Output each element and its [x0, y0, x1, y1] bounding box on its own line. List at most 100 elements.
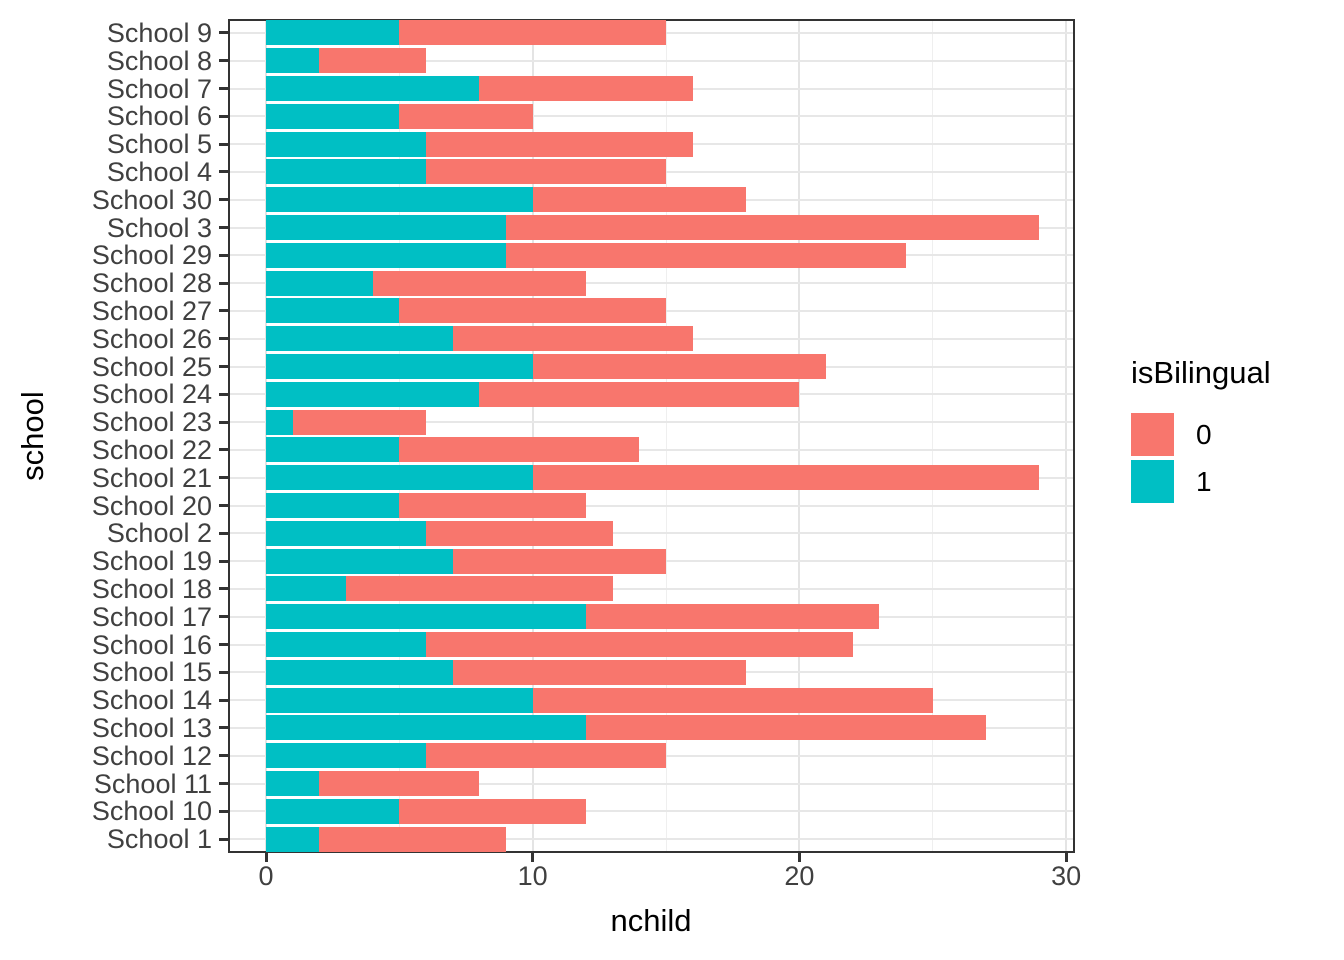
x-major-gridline	[531, 21, 534, 851]
y-tick-mark	[219, 726, 228, 730]
x-minor-gridline	[398, 21, 400, 851]
y-tick-label: School 4	[106, 156, 212, 187]
bar-segment-isbilingual-0	[399, 437, 640, 463]
bar-segment-isbilingual-0	[426, 159, 667, 185]
y-tick-label: School 9	[106, 17, 212, 48]
bar-segment-isbilingual-0	[426, 743, 667, 769]
bar-segment-isbilingual-0	[292, 409, 426, 435]
y-tick-mark	[219, 476, 228, 480]
y-tick-label: School 3	[106, 212, 212, 243]
x-tick-label: 30	[1051, 861, 1082, 891]
y-tick-label: School 23	[91, 407, 212, 438]
legend-swatch	[1131, 413, 1174, 456]
y-tick-mark	[219, 754, 228, 758]
legend-entry: 0	[1131, 411, 1271, 458]
y-tick-label: School 14	[91, 685, 212, 716]
bar-segment-isbilingual-1	[266, 242, 507, 268]
legend-swatch	[1131, 460, 1174, 503]
y-major-gridline	[230, 282, 1073, 285]
bar-segment-isbilingual-1	[266, 493, 400, 518]
y-tick-mark	[219, 365, 228, 368]
y-tick-label: School 17	[91, 601, 212, 632]
y-tick-label: School 27	[91, 295, 212, 326]
bar-segment-isbilingual-0	[319, 48, 426, 74]
bar-segment-isbilingual-0	[452, 548, 667, 574]
bar-segment-isbilingual-1	[266, 465, 533, 491]
bar-segment-isbilingual-0	[346, 576, 613, 602]
y-major-gridline	[230, 504, 1073, 507]
y-tick-label: School 16	[91, 629, 212, 660]
y-tick-label: School 12	[91, 740, 212, 771]
legend-entry: 1	[1131, 458, 1271, 505]
bar-segment-isbilingual-0	[506, 215, 1040, 240]
y-tick-label: School 18	[91, 573, 212, 604]
bar-segment-isbilingual-1	[266, 687, 533, 713]
bar-segment-isbilingual-1	[266, 76, 480, 101]
y-tick-label: School 19	[91, 546, 212, 577]
bar-segment-isbilingual-0	[399, 20, 667, 46]
y-tick-mark	[219, 142, 228, 146]
y-major-gridline	[230, 115, 1073, 118]
y-major-gridline	[230, 838, 1073, 841]
y-tick-mark	[219, 226, 228, 229]
bar-segment-isbilingual-1	[266, 298, 400, 324]
bar-segment-isbilingual-0	[319, 826, 507, 852]
bar-segment-isbilingual-0	[399, 298, 667, 324]
y-tick-label: School 29	[91, 240, 212, 271]
x-tick-label: 0	[258, 861, 274, 891]
bar-segment-isbilingual-1	[266, 659, 453, 685]
bar-segment-isbilingual-0	[426, 632, 853, 657]
legend-entry-label: 1	[1196, 465, 1212, 497]
bar-segment-isbilingual-1	[266, 103, 400, 129]
x-tick-mark	[531, 853, 535, 862]
y-tick-label: School 2	[106, 518, 212, 549]
bar-segment-isbilingual-0	[479, 76, 693, 101]
bar-segment-isbilingual-0	[426, 131, 693, 157]
y-tick-mark	[219, 420, 228, 424]
y-tick-mark	[219, 559, 228, 563]
y-tick-mark	[219, 587, 228, 591]
bar-segment-isbilingual-0	[372, 270, 587, 296]
y-tick-mark	[219, 643, 228, 646]
y-tick-label: School 6	[106, 101, 212, 132]
y-tick-mark	[219, 448, 228, 452]
x-major-gridline	[1065, 21, 1068, 851]
y-tick-label: School 24	[91, 379, 212, 410]
bar-segment-isbilingual-1	[266, 187, 533, 213]
legend-entry-label: 0	[1196, 418, 1212, 450]
y-tick-mark	[219, 31, 228, 35]
bar-segment-isbilingual-0	[399, 493, 587, 518]
bar-segment-isbilingual-1	[266, 131, 427, 157]
bar-segment-isbilingual-0	[586, 715, 987, 741]
y-tick-label: School 30	[91, 184, 212, 215]
x-major-gridline	[798, 21, 801, 851]
y-tick-mark	[219, 837, 228, 841]
bar-segment-isbilingual-0	[586, 604, 880, 630]
bar-segment-isbilingual-1	[266, 743, 427, 769]
bar-segment-isbilingual-0	[452, 659, 747, 685]
y-tick-mark	[219, 59, 228, 63]
y-tick-label: School 8	[106, 45, 212, 76]
y-tick-mark	[219, 392, 228, 396]
y-tick-mark	[219, 782, 228, 785]
y-tick-label: School 28	[91, 268, 212, 299]
bar-segment-isbilingual-0	[532, 687, 933, 713]
y-major-gridline	[230, 810, 1073, 813]
bar-segment-isbilingual-1	[266, 215, 507, 240]
x-minor-gridline	[932, 21, 934, 851]
x-axis-title: nchild	[610, 903, 692, 938]
x-tick-label: 20	[784, 861, 815, 891]
bar-segment-isbilingual-1	[266, 437, 400, 463]
y-tick-label: School 5	[106, 129, 212, 160]
bar-segment-isbilingual-0	[532, 465, 1040, 491]
bar-segment-isbilingual-1	[266, 715, 587, 741]
x-minor-gridline	[665, 21, 667, 851]
bar-segment-isbilingual-0	[319, 771, 480, 796]
bar-segment-isbilingual-0	[532, 187, 747, 213]
bar-segment-isbilingual-1	[266, 632, 427, 657]
legend-title: isBilingual	[1131, 355, 1271, 390]
bar-segment-isbilingual-1	[266, 48, 320, 74]
